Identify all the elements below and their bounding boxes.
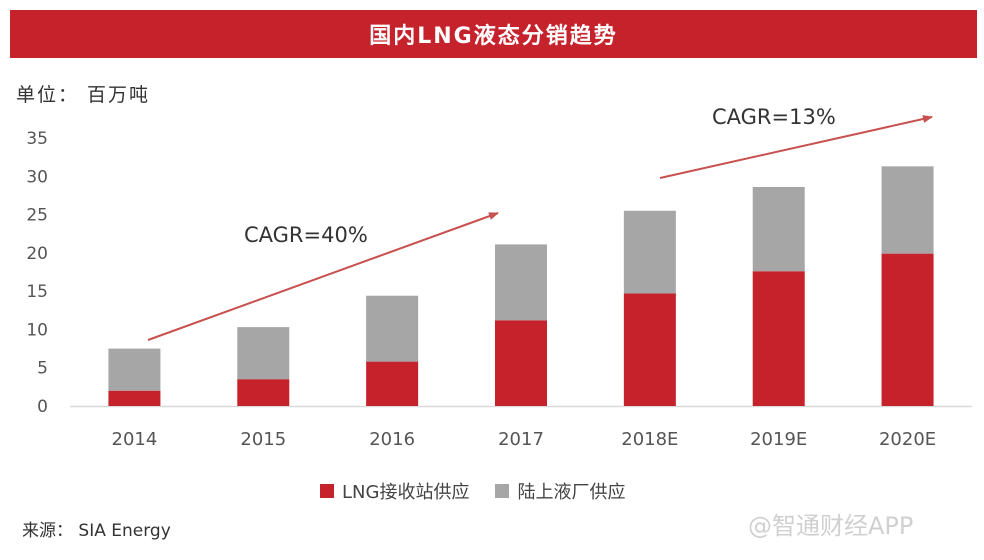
cagr-label: CAGR=13% [712,105,836,129]
annotations: CAGR=40% CAGR=13% [147,105,933,341]
y-tick-label: 35 [26,129,48,149]
legend: LNG接收站供应 陆上液厂供应 [320,478,651,504]
legend-item-plant: 陆上液厂供应 [495,478,625,504]
bars [108,166,934,406]
bar-segment-plant [881,166,934,254]
bar-segment-plant [108,348,161,391]
bar-segment-plant [495,244,547,321]
bar-segment-terminal [881,253,934,406]
bar-segment-plant [366,295,419,362]
chart-title: 国内LNG液态分销趋势 [369,24,618,49]
legend-swatch-terminal [320,484,334,498]
source-label: 来源： SIA Energy [22,521,171,541]
y-tick-label: 5 [37,359,48,379]
bar-segment-terminal [495,320,547,406]
y-tick-label: 0 [37,397,48,417]
legend-label-terminal: LNG接收站供应 [342,482,470,503]
x-tick-label: 2020E [879,429,936,450]
cagr-arrow [147,212,499,341]
x-tick-label: 2015 [240,429,286,450]
bar-segment-terminal [108,390,161,406]
y-tick-label: 10 [26,320,48,340]
cagr-arrow [659,115,933,179]
y-tick-label: 20 [26,244,48,264]
bar-segment-plant [237,327,290,380]
x-tick-label: 2019E [750,429,807,450]
x-axis: 2014 2015 2016 2017 2018E 2019E 2020E [70,405,972,450]
legend-item-terminal: LNG接收站供应 [320,478,469,504]
bar-segment-terminal [237,379,290,406]
x-tick-label: 2016 [369,429,415,450]
legend-swatch-plant [495,484,510,498]
y-tick-label: 30 [26,167,48,187]
legend-label-plant: 陆上液厂供应 [517,482,626,503]
watermark: @智通财经APP [748,512,914,540]
chart-title-bar: 国内LNG液态分销趋势 [10,10,977,58]
bar-segment-terminal [623,293,676,406]
cagr-label: CAGR=40% [244,223,368,247]
bar-segment-terminal [366,361,419,406]
bar-segment-terminal [752,271,805,406]
x-tick-label: 2018E [621,429,678,450]
y-tick-label: 25 [26,206,48,226]
y-axis: 0 5 10 15 20 25 30 35 [26,129,48,417]
x-tick-label: 2014 [112,429,158,450]
bar-segment-plant [752,187,805,272]
bar-segment-plant [623,210,676,294]
unit-label: 单位： 百万吨 [16,84,151,106]
x-tick-label: 2017 [498,429,544,450]
y-tick-label: 15 [26,282,48,302]
